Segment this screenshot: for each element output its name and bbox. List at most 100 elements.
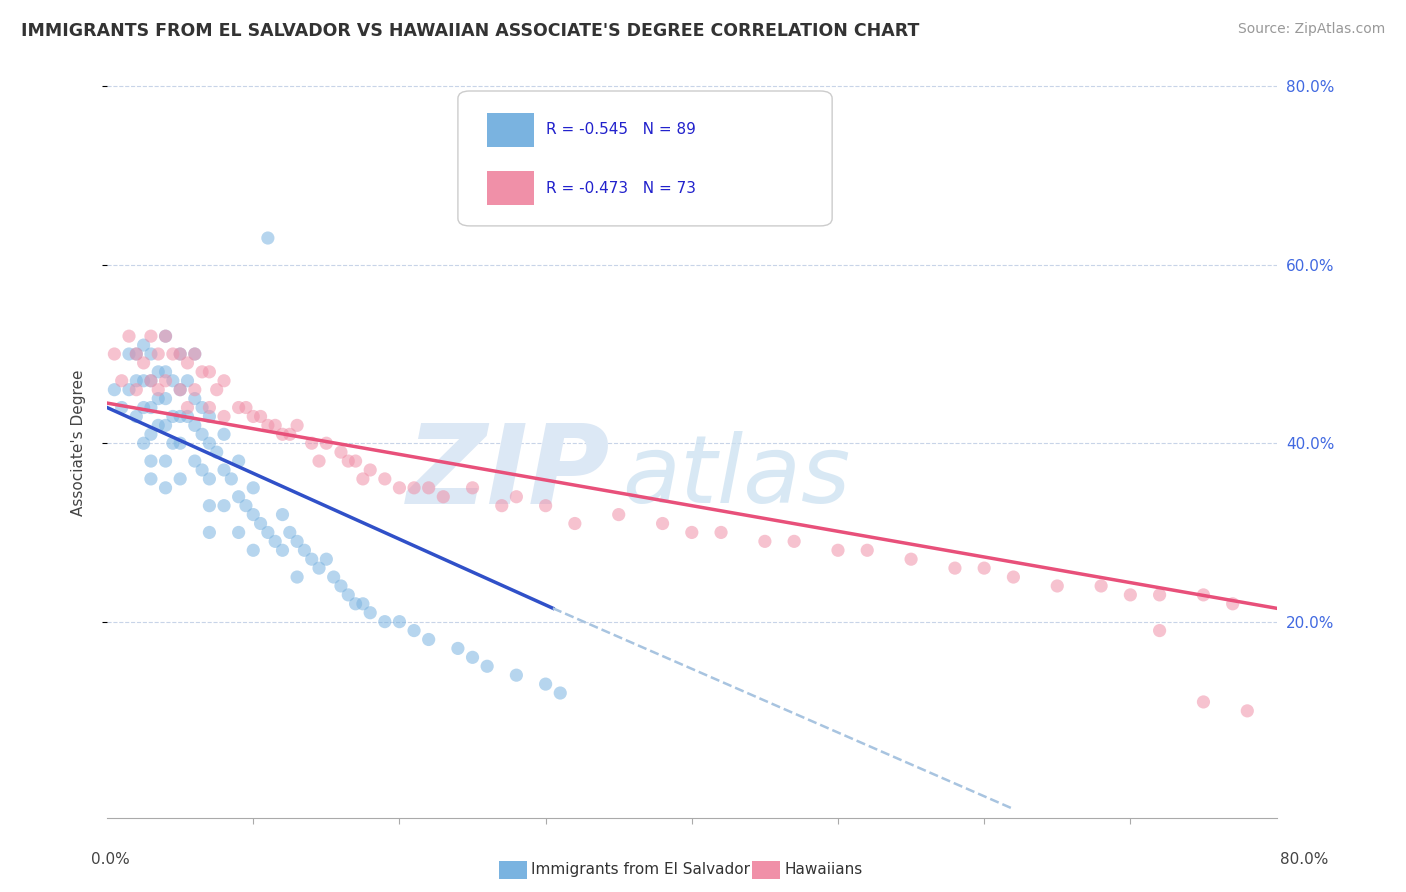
Point (352, 597, 374, 611)
Point (322, 570, 344, 584)
Point (176, 409, 198, 424)
Point (176, 356, 198, 370)
Point (315, 552, 337, 566)
Point (125, 383, 148, 397)
Point (212, 463, 235, 477)
Point (264, 418, 287, 433)
Point (1192, 588, 1215, 602)
Point (278, 525, 301, 540)
Point (330, 445, 353, 459)
Text: ZIP: ZIP (406, 420, 610, 526)
Point (1222, 597, 1244, 611)
Point (564, 516, 586, 531)
Text: 80.0%: 80.0% (1281, 852, 1329, 867)
Point (191, 463, 214, 477)
Point (139, 454, 162, 468)
Point (169, 347, 191, 361)
Point (155, 481, 177, 495)
Point (125, 409, 148, 424)
Point (1149, 588, 1171, 602)
Point (242, 508, 264, 522)
Point (461, 481, 484, 495)
Point (155, 418, 177, 433)
Point (118, 383, 141, 397)
Point (491, 499, 513, 513)
Point (388, 481, 411, 495)
Point (710, 525, 733, 540)
Text: 0.0%: 0.0% (91, 852, 131, 867)
Point (235, 401, 257, 415)
Point (184, 454, 207, 468)
Point (374, 472, 396, 486)
Point (607, 508, 630, 522)
Point (271, 543, 294, 558)
Bar (486, 171, 534, 205)
Point (162, 347, 184, 361)
Point (221, 472, 243, 486)
Point (139, 401, 162, 415)
Point (191, 427, 214, 442)
Point (301, 552, 323, 566)
Point (139, 347, 162, 361)
Point (148, 418, 170, 433)
Point (447, 641, 470, 656)
Point (139, 472, 162, 486)
Point (301, 436, 323, 450)
Point (783, 534, 806, 549)
Point (212, 499, 235, 513)
Bar (486, 113, 534, 147)
Point (148, 347, 170, 361)
Point (162, 436, 184, 450)
Point (184, 392, 207, 406)
Point (242, 481, 264, 495)
Point (534, 677, 557, 691)
Point (827, 543, 849, 558)
Point (505, 490, 527, 504)
Point (249, 409, 271, 424)
Point (184, 347, 207, 361)
Point (285, 570, 308, 584)
Point (139, 329, 162, 343)
Point (681, 525, 703, 540)
Point (212, 374, 235, 388)
Point (155, 454, 177, 468)
Point (308, 561, 330, 575)
Point (132, 374, 155, 388)
Point (359, 606, 381, 620)
Point (257, 231, 280, 245)
Point (257, 418, 280, 433)
Point (294, 543, 316, 558)
Point (155, 392, 177, 406)
Point (651, 516, 673, 531)
Point (344, 597, 367, 611)
Point (418, 481, 440, 495)
Point (155, 374, 177, 388)
Point (198, 409, 221, 424)
Point (534, 499, 557, 513)
Point (111, 374, 134, 388)
Point (148, 365, 170, 379)
Y-axis label: Associate's Degree: Associate's Degree (72, 370, 86, 516)
Text: atlas: atlas (621, 432, 849, 523)
Point (285, 534, 308, 549)
Point (461, 650, 484, 665)
Point (169, 436, 191, 450)
Text: Source: ZipAtlas.com: Source: ZipAtlas.com (1237, 22, 1385, 37)
Point (475, 659, 498, 673)
Point (132, 338, 155, 352)
FancyBboxPatch shape (458, 91, 832, 226)
Point (242, 409, 264, 424)
Point (155, 329, 177, 343)
Text: R = -0.545   N = 89: R = -0.545 N = 89 (546, 122, 696, 137)
Point (1046, 579, 1069, 593)
Point (148, 383, 170, 397)
Point (132, 401, 155, 415)
Point (505, 668, 527, 682)
Point (184, 418, 207, 433)
Point (125, 347, 148, 361)
Point (1119, 588, 1142, 602)
Point (352, 472, 374, 486)
Point (184, 383, 207, 397)
Point (278, 427, 301, 442)
Point (118, 347, 141, 361)
